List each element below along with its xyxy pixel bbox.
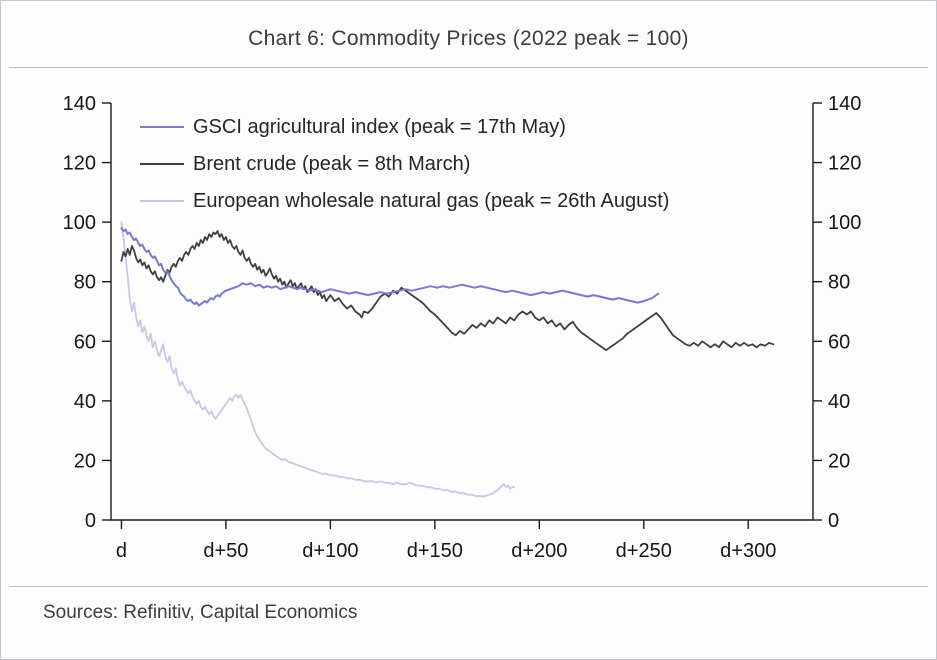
svg-text:60: 60 (828, 331, 850, 353)
svg-text:d+250: d+250 (616, 540, 672, 562)
svg-text:140: 140 (63, 93, 96, 115)
brent-line-swatch-icon (140, 163, 184, 165)
svg-text:40: 40 (828, 391, 850, 413)
svg-text:40: 40 (74, 391, 96, 413)
legend: GSCI agricultural index (peak = 17th May… (140, 116, 669, 227)
gsci-line-swatch-icon (140, 126, 184, 128)
svg-text:20: 20 (74, 450, 96, 472)
natural-gas-line-swatch-icon (140, 200, 184, 202)
legend-label-natural-gas: European wholesale natural gas (peak = 2… (193, 189, 670, 212)
legend-label-brent: Brent crude (peak = 8th March) (193, 152, 471, 175)
svg-text:d+150: d+150 (407, 540, 463, 562)
legend-item-natural-gas: European wholesale natural gas (peak = 2… (140, 190, 669, 212)
svg-text:d+300: d+300 (720, 540, 776, 562)
svg-text:0: 0 (85, 510, 96, 532)
svg-text:0: 0 (828, 510, 839, 532)
svg-text:140: 140 (828, 93, 861, 115)
title-divider (9, 67, 928, 68)
svg-text:d+200: d+200 (511, 540, 567, 562)
svg-text:120: 120 (828, 153, 861, 175)
svg-text:d+100: d+100 (302, 540, 358, 562)
sources-text: Sources: Refinitiv, Capital Economics (43, 602, 358, 623)
svg-text:80: 80 (74, 272, 96, 294)
legend-item-brent: Brent crude (peak = 8th March) (140, 153, 669, 175)
legend-label-gsci: GSCI agricultural index (peak = 17th May… (193, 115, 566, 138)
svg-text:80: 80 (828, 272, 850, 294)
legend-item-gsci: GSCI agricultural index (peak = 17th May… (140, 116, 669, 138)
svg-text:d+50: d+50 (203, 540, 248, 562)
svg-text:100: 100 (828, 212, 861, 234)
footer-divider (9, 586, 928, 587)
plot-svg: 0 0 20 20 40 40 60 60 80 80 100 100 120 120 140 140 d d+5… (63, 93, 862, 562)
svg-text:d: d (116, 540, 127, 562)
chart-title: Chart 6: Commodity Prices (2022 peak = 1… (248, 27, 689, 50)
svg-text:100: 100 (63, 212, 96, 234)
svg-text:20: 20 (828, 450, 850, 472)
svg-text:120: 120 (63, 153, 96, 175)
svg-text:60: 60 (74, 331, 96, 353)
